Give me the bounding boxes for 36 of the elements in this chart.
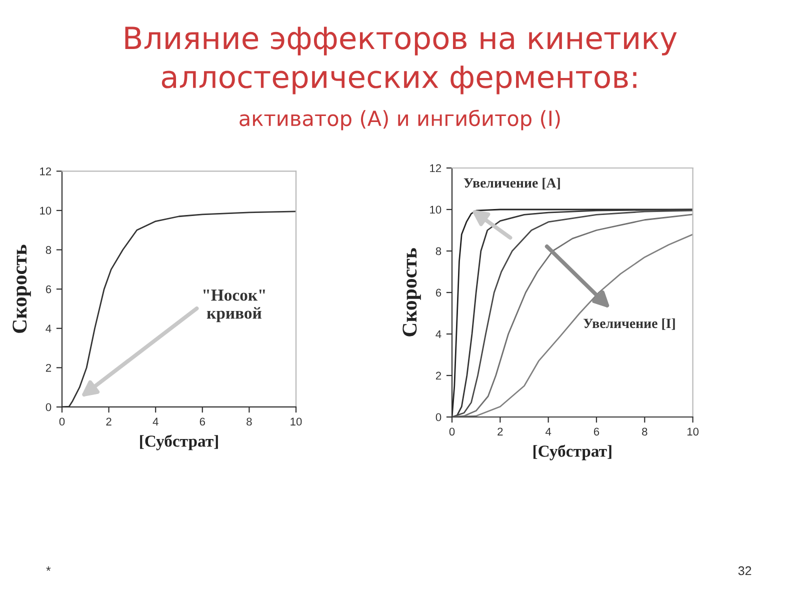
- x-tick-label: 10: [290, 418, 302, 426]
- x-tick-label: 2: [498, 428, 503, 436]
- y-tick-label: 4: [46, 324, 52, 332]
- text: Влияние эффекторов на кинетику аллостерических ферментов:: [125, 26, 677, 94]
- y-tick-label: 10: [40, 206, 52, 215]
- text: *: [46, 566, 51, 571]
- x-tick-label: 8: [642, 428, 648, 436]
- x-tick-label: 8: [246, 418, 252, 426]
- x-tick-label: 10: [687, 428, 699, 436]
- y-tick-label: 0: [46, 403, 52, 412]
- x-tick-label: 4: [545, 428, 552, 436]
- x-tick-label: 0: [59, 418, 65, 426]
- y-tick-label: 4: [436, 330, 442, 338]
- annotation: Увеличение [A]: [464, 178, 560, 190]
- x-tick-label: 0: [449, 428, 455, 436]
- annotation: Увеличение [I]: [583, 318, 675, 330]
- y-axis-title: Скорость: [12, 244, 31, 333]
- y-tick-label: 6: [436, 288, 442, 297]
- annotation: "Носок" кривой: [204, 290, 265, 322]
- text: активатор (A) и ингибитор (I): [240, 110, 560, 130]
- y-axis-title: Скорость: [402, 248, 421, 336]
- y-tick-label: 8: [46, 246, 52, 254]
- y-tick-label: 6: [46, 285, 52, 294]
- x-tick-label: 2: [106, 418, 112, 426]
- x-axis-title: [Субстрат]: [140, 434, 218, 450]
- x-tick-label: 4: [152, 418, 158, 426]
- y-tick-label: 2: [46, 364, 52, 372]
- x-tick-label: 6: [200, 418, 205, 426]
- y-tick-label: 2: [436, 372, 442, 380]
- text: 32: [738, 566, 752, 576]
- y-tick-label: 12: [430, 164, 442, 172]
- y-tick-label: 8: [436, 247, 442, 256]
- x-axis-title: [Субстрат]: [533, 444, 612, 460]
- y-tick-label: 12: [40, 167, 52, 176]
- x-tick-label: 6: [594, 428, 600, 436]
- y-tick-label: 10: [430, 206, 442, 214]
